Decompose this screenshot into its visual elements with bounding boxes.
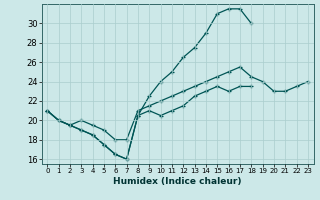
X-axis label: Humidex (Indice chaleur): Humidex (Indice chaleur) — [113, 177, 242, 186]
